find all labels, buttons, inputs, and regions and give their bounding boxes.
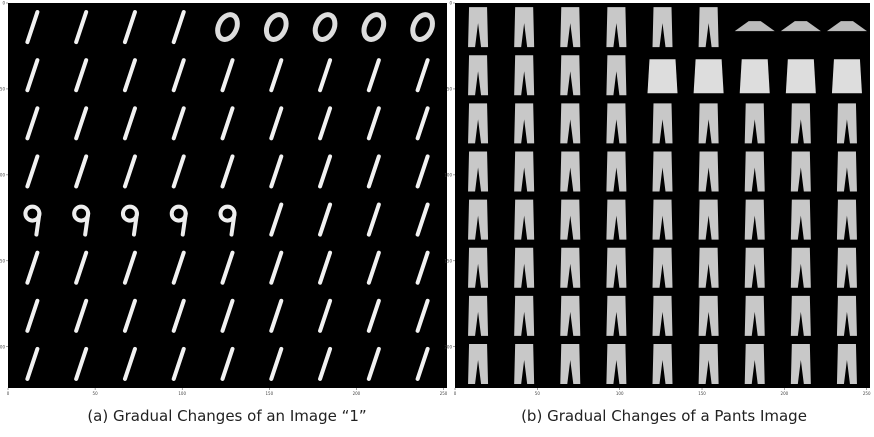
y-tick-label: 100 [0, 172, 5, 177]
x-tick-label: 150 [698, 391, 706, 396]
y-tick-label: 150 [444, 258, 452, 263]
x-tick-label: 250 [440, 391, 448, 396]
garment [740, 59, 770, 93]
garment [786, 59, 816, 93]
garment [694, 59, 724, 93]
x-tick-label: 200 [781, 391, 789, 396]
x-tick-label: 50 [535, 391, 541, 396]
y-tick-label: 100 [444, 172, 452, 177]
x-tick-label: 200 [353, 391, 361, 396]
caption: (b) Gradual Changes of a Pants Image [521, 407, 807, 425]
garment [832, 59, 862, 93]
image-grid [8, 3, 447, 388]
x-tick-label: 250 [863, 391, 871, 396]
y-tick-label: 50 [0, 86, 5, 91]
y-tick-label: 150 [0, 258, 5, 263]
x-tick-label: 50 [93, 391, 99, 396]
y-tick-label: 50 [447, 86, 453, 91]
x-tick-label: 150 [265, 391, 273, 396]
y-tick-label: 200 [444, 344, 452, 349]
x-tick-label: 0 [7, 391, 10, 396]
x-tick-label: 100 [178, 391, 186, 396]
caption: (a) Gradual Changes of an Image “1” [87, 407, 366, 425]
garment [648, 59, 678, 93]
figure: (a) Gradual Changes of an Image “1” (b) … [0, 0, 874, 437]
y-tick-label: 0 [449, 1, 452, 6]
y-tick-label: 0 [2, 1, 5, 6]
x-tick-label: 0 [454, 391, 457, 396]
y-tick-label: 200 [0, 344, 5, 349]
x-tick-label: 100 [616, 391, 624, 396]
